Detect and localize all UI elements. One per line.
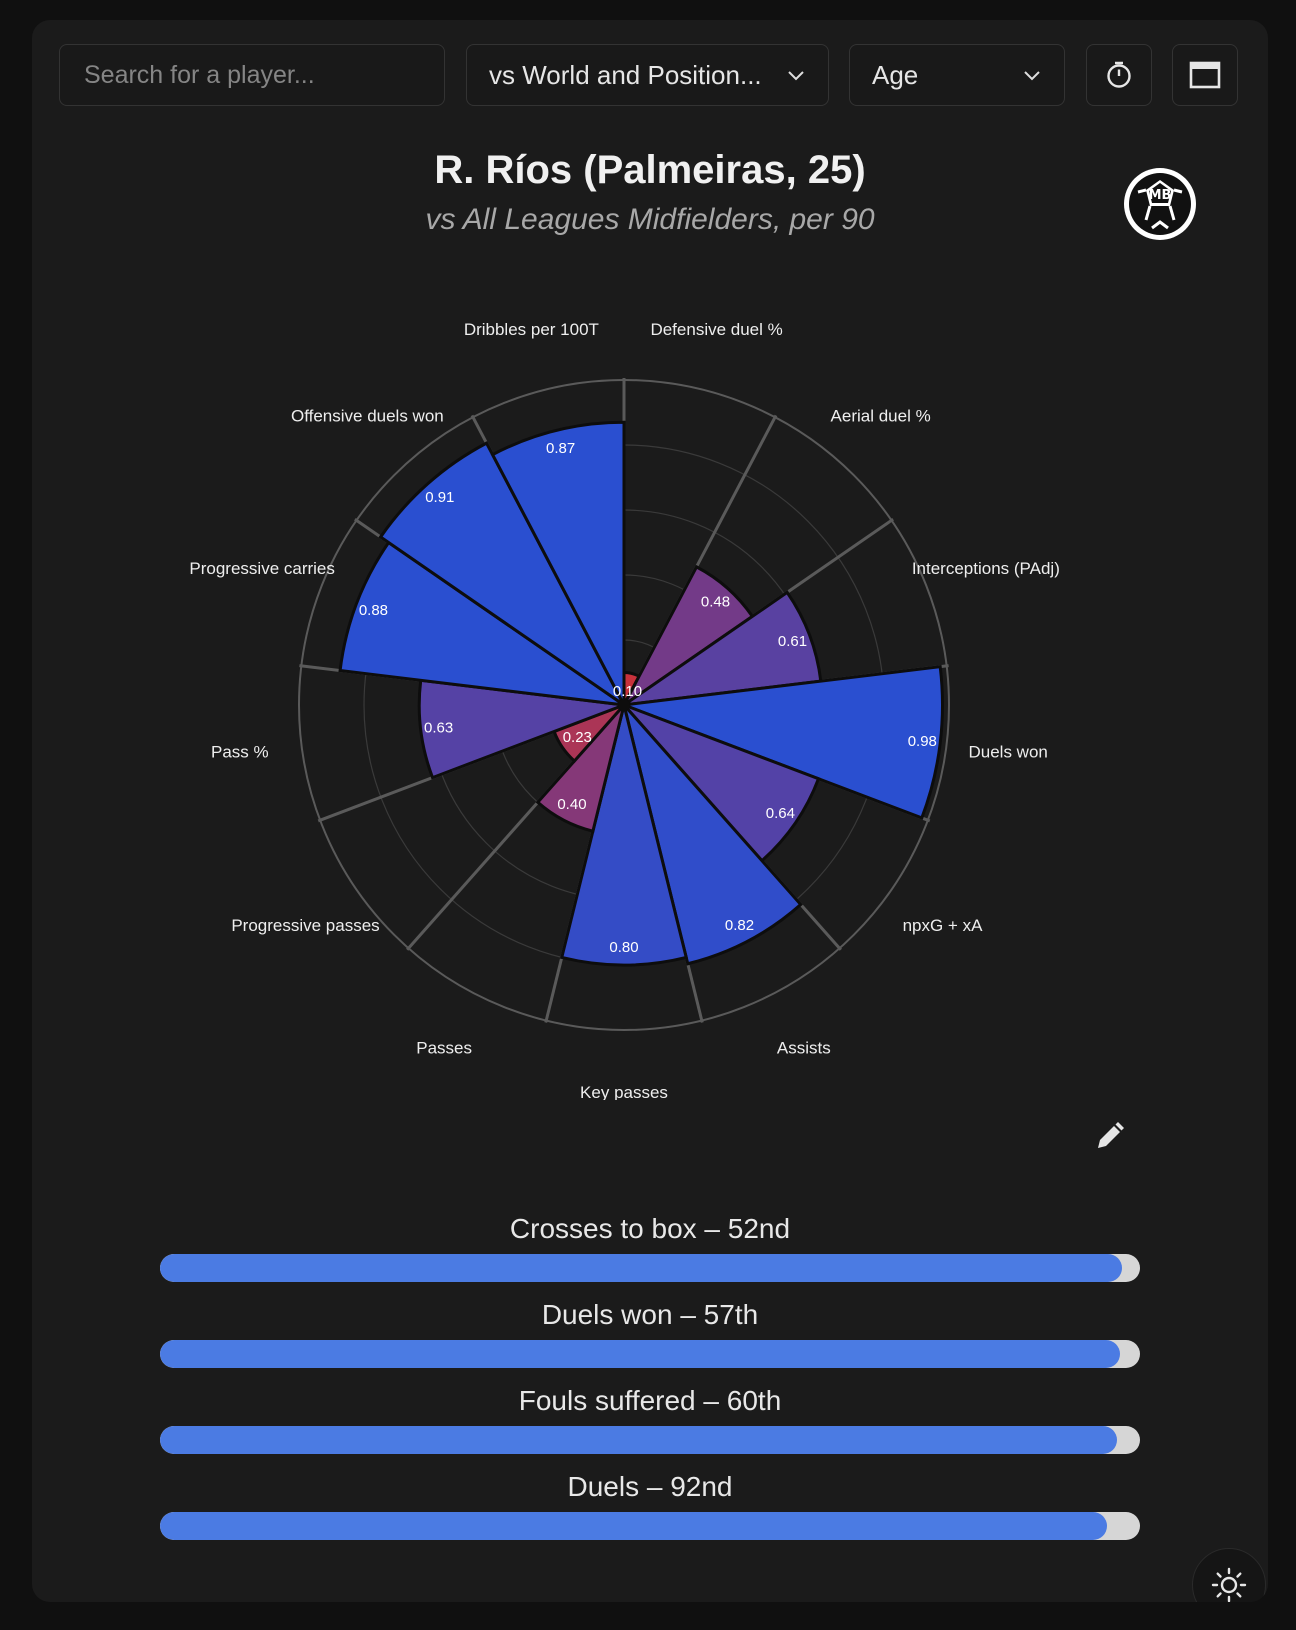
value-label: 0.48 <box>701 594 730 611</box>
sun-icon <box>1211 1567 1247 1602</box>
wedge-12 <box>490 420 626 706</box>
sort-select[interactable]: Age <box>849 44 1065 106</box>
pencil-icon[interactable] <box>1092 1120 1126 1154</box>
percentile-track <box>160 1426 1140 1454</box>
percentile-row: Duels – 92nd <box>160 1468 1140 1554</box>
category-label: Passes <box>416 1039 472 1058</box>
window-button[interactable] <box>1172 44 1238 106</box>
wedge-7 <box>535 704 626 834</box>
value-label: 0.40 <box>557 796 586 813</box>
percentile-bars: Crosses to box – 52nd Duels won – 57th Fou… <box>160 1210 1140 1554</box>
player-search[interactable] <box>59 44 445 106</box>
wedge-4 <box>622 703 821 863</box>
category-label: Assists <box>777 1039 831 1058</box>
percentile-row: Fouls suffered – 60th <box>160 1382 1140 1468</box>
value-label: 0.80 <box>609 939 638 956</box>
category-label: npxG + xA <box>903 916 984 935</box>
value-label: 0.63 <box>424 720 453 737</box>
category-label: Progressive passes <box>231 916 379 935</box>
wedge-5 <box>622 704 803 966</box>
category-label: Key passes <box>580 1083 668 1100</box>
category-label: Progressive carries <box>189 559 335 578</box>
window-icon <box>1189 61 1221 89</box>
chevron-down-icon <box>788 71 804 81</box>
percentile-label: Fouls suffered – 60th <box>518 1385 782 1416</box>
value-label: 0.23 <box>563 729 592 746</box>
radar-card: vs World and Position... Age R. Ríos (Pa… <box>32 20 1268 1602</box>
category-label: Pass % <box>211 743 269 762</box>
category-label: Defensive duel % <box>650 320 782 339</box>
percentile-row: Crosses to box – 52nd <box>160 1210 1140 1296</box>
wedge-9 <box>417 678 625 780</box>
percentile-fill <box>160 1340 1121 1368</box>
percentile-label: Duels – 92nd <box>567 1471 733 1502</box>
value-label: 0.64 <box>766 805 795 822</box>
wedge-10 <box>338 540 625 707</box>
radar-chart: 0.10 0.48 0.61 0.98 0.64 0.82 0.80 0.40 0.23 0.63… <box>189 320 1060 1100</box>
page-subtitle: vs All Leagues Midfielders, per 90 <box>425 203 875 236</box>
svg-text:MB: MB <box>1149 188 1172 203</box>
wedge-2 <box>623 590 823 707</box>
value-label: 0.87 <box>546 440 575 457</box>
percentile-track <box>160 1512 1140 1540</box>
center-dot <box>618 699 630 711</box>
value-label: 0.82 <box>725 917 754 934</box>
wedge-3 <box>623 664 944 820</box>
value-label: 0.91 <box>425 489 454 506</box>
mb-logo-icon: MB <box>1124 168 1196 240</box>
percentile-fill <box>160 1426 1118 1454</box>
chevron-down-icon <box>1024 71 1040 81</box>
value-label: 0.10 <box>613 683 642 700</box>
percentile-track <box>160 1340 1140 1368</box>
percentile-fill <box>160 1254 1123 1282</box>
percentile-fill <box>160 1512 1107 1540</box>
player-search-input[interactable] <box>82 59 422 91</box>
percentile-track <box>160 1254 1140 1282</box>
percentile-label: Duels won – 57th <box>541 1299 759 1330</box>
category-label: Duels won <box>968 743 1047 762</box>
stopwatch-icon <box>1107 61 1131 88</box>
value-label: 0.88 <box>359 602 388 619</box>
comparison-select[interactable]: vs World and Position... <box>466 44 829 106</box>
category-label: Interceptions (PAdj) <box>912 559 1060 578</box>
category-label: Dribbles per 100T <box>464 320 599 339</box>
wedge-11 <box>378 441 626 707</box>
comparison-select-value: vs World and Position... <box>489 59 762 90</box>
category-label: Aerial duel % <box>831 406 931 425</box>
percentile-row: Duels won – 57th <box>160 1296 1140 1382</box>
value-label: 0.98 <box>908 733 937 750</box>
wedge-6 <box>559 704 689 967</box>
category-label: Offensive duels won <box>291 406 444 425</box>
percentile-label: Crosses to box – 52nd <box>509 1213 791 1244</box>
timer-button[interactable] <box>1086 44 1152 106</box>
theme-toggle-button[interactable] <box>1192 1548 1266 1602</box>
value-label: 0.61 <box>778 633 807 650</box>
page-title: R. Ríos (Palmeiras, 25) <box>434 148 866 192</box>
sort-select-value: Age <box>872 59 919 90</box>
